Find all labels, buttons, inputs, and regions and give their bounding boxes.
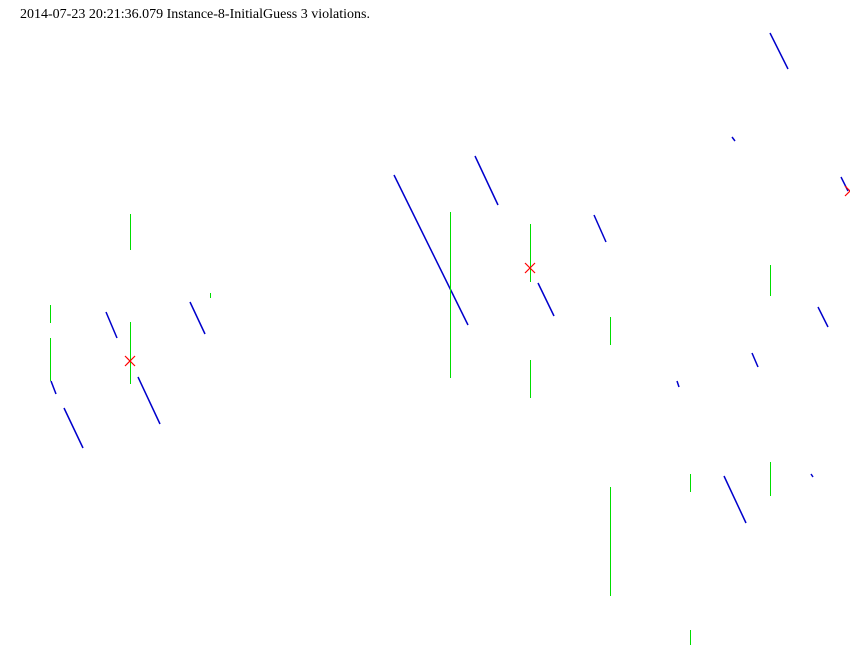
blue-segment bbox=[50, 380, 57, 395]
blue-segments bbox=[50, 32, 849, 524]
violation-markers bbox=[124, 185, 850, 367]
blue-segment bbox=[751, 352, 759, 368]
blue-segment bbox=[63, 407, 84, 449]
blue-segment bbox=[731, 136, 736, 142]
blue-segment bbox=[105, 311, 118, 339]
blue-segment bbox=[723, 475, 747, 524]
violation-x-marker bbox=[124, 355, 136, 367]
blue-segment bbox=[393, 174, 469, 326]
violation-x-marker bbox=[524, 262, 536, 274]
green-segments bbox=[50, 212, 771, 645]
blue-segment bbox=[810, 473, 814, 478]
violation-x-marker bbox=[844, 185, 850, 197]
blue-segment bbox=[474, 155, 499, 206]
blue-segment bbox=[537, 282, 555, 317]
blue-segment bbox=[769, 32, 789, 70]
blue-segment bbox=[137, 376, 161, 425]
status-line: 2014-07-23 20:21:36.079 Instance-8-Initi… bbox=[20, 7, 370, 22]
blue-segment bbox=[676, 380, 680, 388]
blue-segment bbox=[189, 301, 206, 335]
blue-segment bbox=[593, 214, 607, 243]
blue-segment bbox=[817, 306, 829, 328]
blue-segment bbox=[840, 176, 849, 192]
